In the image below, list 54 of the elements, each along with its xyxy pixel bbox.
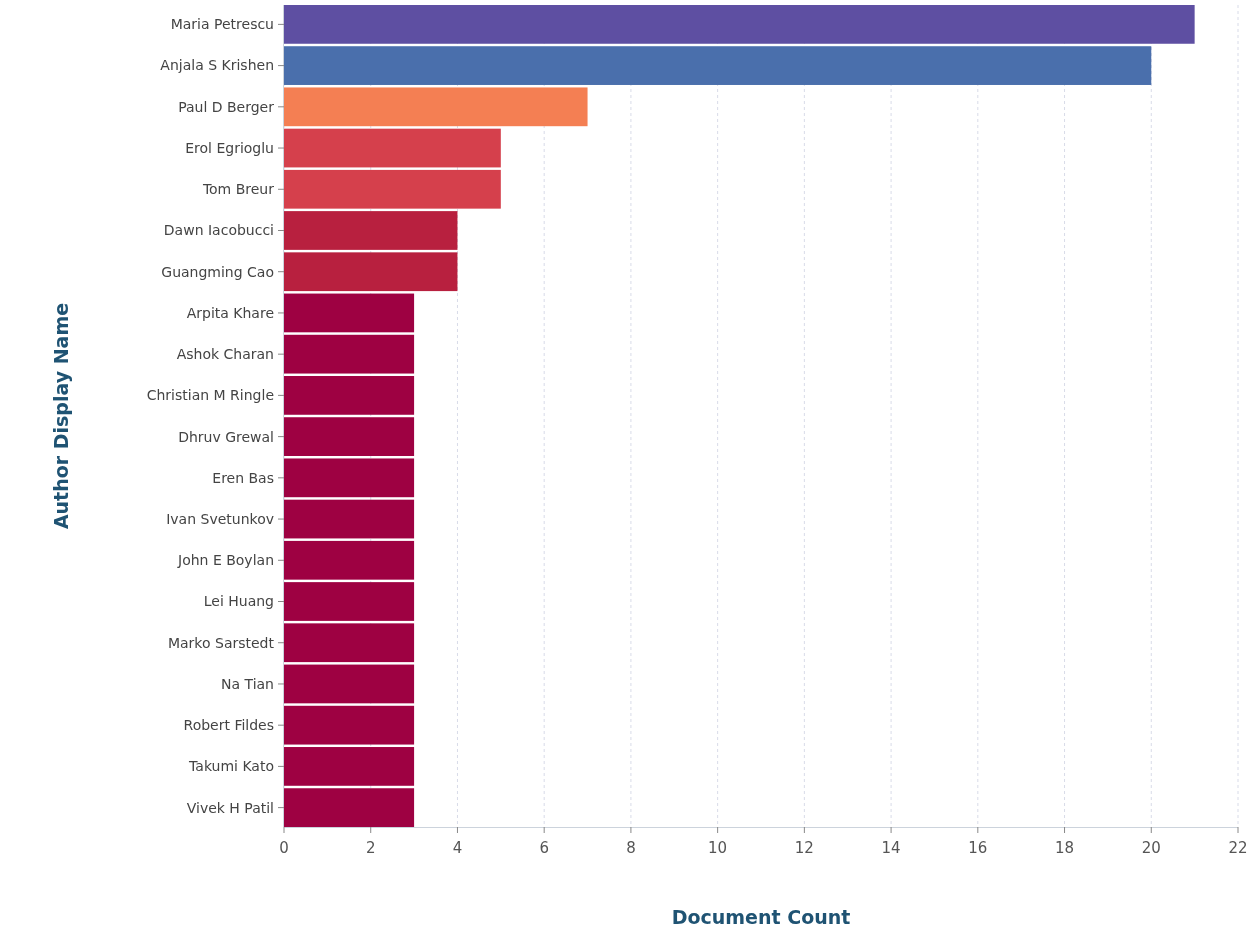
y-tick-label: Christian M Ringle [146, 387, 274, 404]
bar [284, 46, 1152, 85]
y-tick-label: Erol Egrioglu [185, 139, 274, 156]
y-tick-label: John E Boylan [177, 552, 274, 569]
bar [284, 169, 501, 209]
y-tick-label: Guangming Cao [161, 263, 274, 280]
bar [284, 128, 501, 168]
y-tick-label: Paul D Berger [178, 98, 275, 115]
bar [284, 293, 415, 333]
y-tick-label: Marko Sarstedt [167, 634, 275, 651]
x-tick-label: 2 [365, 839, 376, 857]
bar [284, 87, 588, 127]
y-tick-label: Dhruv Grewal [178, 428, 274, 445]
bar [284, 499, 415, 539]
bar [284, 211, 458, 250]
y-axis-title: Author Display Name [50, 302, 72, 530]
bar [284, 334, 415, 374]
bar [284, 788, 415, 827]
bar [284, 747, 415, 786]
bar [284, 458, 415, 498]
x-axis-title: Document Count [671, 906, 851, 928]
bar [284, 5, 1195, 44]
y-tick-label: Ivan Svetunkov [166, 510, 274, 527]
x-tick-label: 18 [1055, 839, 1075, 857]
bar [284, 582, 415, 621]
x-tick-label: 16 [968, 839, 988, 857]
x-tick-label: 12 [794, 839, 814, 857]
bar [284, 376, 415, 415]
bar [284, 252, 458, 292]
x-tick-label: 22 [1228, 839, 1247, 857]
y-tick-label: Takumi Kato [188, 758, 274, 775]
y-tick-label: Lei Huang [203, 593, 274, 610]
y-tick-label: Anjala S Krishen [160, 57, 274, 74]
y-tick-label: Ashok Charan [176, 346, 274, 363]
bar [284, 623, 415, 663]
y-tick-label: Maria Petrescu [170, 16, 274, 33]
y-tick-label: Vivek H Patil [186, 799, 274, 816]
y-tick-label: Tom Breur [201, 181, 275, 198]
x-tick-label: 10 [708, 839, 728, 857]
y-tick-label: Dawn Iacobucci [163, 222, 274, 239]
bar [284, 664, 415, 704]
x-tick-label: 8 [626, 839, 636, 857]
x-tick-label: 20 [1141, 839, 1161, 857]
x-tick-label: 14 [881, 839, 901, 857]
x-tick-label: 6 [539, 839, 549, 857]
y-tick-label: Eren Bas [212, 469, 274, 486]
bar [284, 417, 415, 456]
y-tick-label: Na Tian [221, 675, 274, 692]
x-tick-label: 0 [279, 839, 289, 857]
bar [284, 705, 415, 745]
x-tick-label: 4 [452, 839, 463, 857]
y-tick-label: Arpita Khare [186, 304, 274, 321]
y-tick-label: Robert Fildes [183, 717, 274, 734]
bar [284, 540, 415, 580]
